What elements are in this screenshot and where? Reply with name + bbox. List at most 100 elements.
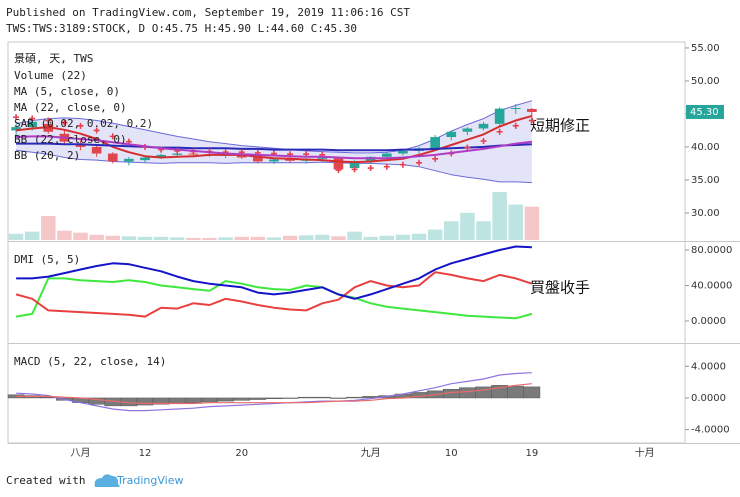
candle-body <box>494 108 505 124</box>
volume-bar <box>121 236 137 240</box>
y-tick-label: 0.0000 <box>691 393 726 404</box>
sar-point <box>93 127 100 134</box>
indicator-line <box>16 383 532 405</box>
volume-bar <box>169 237 185 240</box>
legend-entry: MA (5, close, 0) <box>14 85 120 98</box>
volume-bar <box>492 192 507 240</box>
candle-body <box>349 161 360 169</box>
histogram-bar <box>346 396 363 399</box>
histogram-bar <box>314 396 331 399</box>
volume-bar <box>379 235 395 240</box>
y-tick-label: 35.00 <box>691 175 720 186</box>
indicator-line <box>15 277 533 320</box>
last-price-label: 45.30 <box>690 107 719 118</box>
candle-body <box>269 159 279 162</box>
histogram-bar <box>281 397 299 399</box>
y-tick-label: 50.00 <box>691 76 720 87</box>
volume-bar <box>89 234 104 240</box>
volume-bar <box>105 235 121 240</box>
sar-point <box>399 161 406 168</box>
sar-point <box>351 166 358 173</box>
volume-bar <box>250 236 266 240</box>
histogram-bar <box>185 397 202 403</box>
x-tick-label: 10 <box>445 448 458 459</box>
candle-body <box>446 131 457 138</box>
sar-point <box>45 117 52 124</box>
volume-bar <box>73 232 88 240</box>
candle-body <box>107 153 118 162</box>
volume-bar <box>153 236 169 240</box>
x-tick-label: 12 <box>139 448 152 459</box>
candle-body <box>27 121 38 128</box>
volume-bar <box>347 231 362 240</box>
annotation: 短期修正 <box>530 117 590 135</box>
legend-entry: BB (22, close, 0) <box>14 133 127 146</box>
footer-brand: TradingView <box>116 474 183 487</box>
y-tick-label: 0.0000 <box>691 316 726 327</box>
candle-body <box>91 146 102 154</box>
y-tick-label: 40.0000 <box>691 281 732 292</box>
candle-body <box>140 157 150 161</box>
candle-body <box>527 108 537 112</box>
sar-point <box>109 133 116 140</box>
legend-entry: Volume (22) <box>14 69 87 82</box>
legend-entry: MA (22, close, 0) <box>14 101 127 114</box>
candle-body <box>317 157 328 159</box>
sar-point <box>61 119 68 126</box>
x-tick-label: 九月 <box>361 447 381 459</box>
histogram-bar <box>217 397 234 402</box>
panel-title: MACD (5, 22, close, 14) <box>14 355 166 368</box>
volume-bar <box>266 237 282 240</box>
histogram-bar <box>233 397 251 401</box>
volume-bar <box>234 236 249 240</box>
sar-point <box>528 117 535 124</box>
volume-bar <box>395 234 411 240</box>
candle-body <box>11 127 21 131</box>
histogram-bar <box>297 396 315 399</box>
volume-bar <box>427 229 443 240</box>
candle-body <box>510 108 521 109</box>
y-tick-label: 80.0000 <box>691 245 732 256</box>
panel-title: 景碩, 天, TWS <box>14 52 93 65</box>
candle-body <box>156 154 166 157</box>
x-tick-label: 19 <box>526 448 539 459</box>
logo <box>94 474 120 487</box>
sar-point <box>13 114 20 121</box>
volume-bar <box>186 237 201 240</box>
candle-body <box>398 150 408 154</box>
indicator-line <box>16 372 532 412</box>
y-tick-label: 30.00 <box>691 208 720 219</box>
volume-bar <box>218 237 233 240</box>
indicator-line <box>16 135 533 160</box>
volume-bar <box>444 221 459 240</box>
sar-point <box>367 165 374 172</box>
volume-bar <box>298 235 314 240</box>
panel-title: DMI (5, 5) <box>14 253 80 266</box>
sar-point <box>432 155 439 162</box>
histogram-bar <box>459 387 476 399</box>
volume-bar <box>524 206 540 240</box>
y-tick-label: 55.00 <box>691 43 720 54</box>
volume-bar <box>137 236 153 240</box>
x-tick-label: 八月 <box>71 447 91 459</box>
candle-body <box>478 123 489 129</box>
indicator-line <box>16 142 532 152</box>
volume-bar <box>57 230 72 240</box>
candle-body <box>253 157 263 162</box>
candle-body <box>236 154 247 158</box>
sar-point <box>512 122 519 129</box>
volume-bar <box>411 233 427 240</box>
sar-point <box>496 128 503 135</box>
candle-body <box>430 137 440 149</box>
x-tick-label: 20 <box>235 448 248 459</box>
sar-point <box>464 144 471 151</box>
band-upper <box>15 100 533 154</box>
histogram-bar <box>475 386 492 399</box>
volume-bar <box>460 212 475 240</box>
histogram-bar <box>507 385 525 399</box>
y-tick-label: 40.00 <box>691 142 720 153</box>
indicator-line <box>15 271 533 318</box>
legend-entry: SAR (0.02, 0.02, 0.2) <box>14 117 153 130</box>
histogram-bar <box>265 397 283 399</box>
